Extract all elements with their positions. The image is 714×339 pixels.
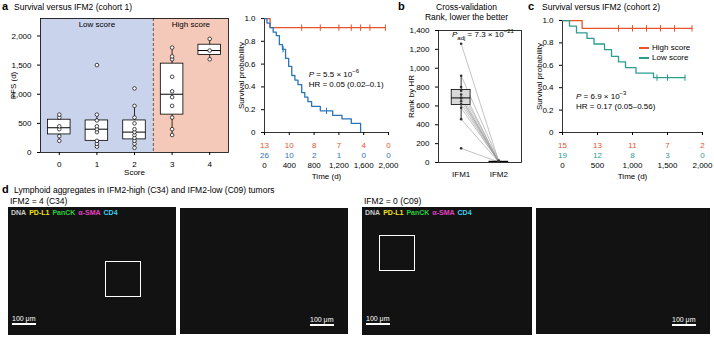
svg-text:0: 0 [386, 151, 391, 160]
svg-text:Survival probability: Survival probability [535, 43, 544, 110]
svg-text:0.6: 0.6 [244, 59, 256, 69]
svg-text:0.8: 0.8 [542, 38, 554, 48]
svg-text:1,500: 1,500 [11, 61, 32, 70]
html-text:Lymphoid aggregates in IFM2-hi: Lymphoid aggregates in IFM2-high (C34) a… [14, 185, 275, 195]
svg-text:1,200: 1,200 [329, 161, 350, 170]
html-text:Cross-validation: Cross-validation [436, 2, 497, 12]
svg-text:1,200: 1,200 [409, 45, 430, 54]
svg-text:0: 0 [262, 161, 267, 170]
html-text:Rank, lower the better: Rank, lower the better [424, 12, 509, 22]
svg-text:0: 0 [700, 151, 705, 160]
svg-text:400: 400 [283, 161, 297, 170]
svg-text:High score: High score [172, 20, 211, 29]
html-text:DNA PD-L1 PanCK α-SMA CD4: DNA PD-L1 PanCK α-SMA CD4 [365, 209, 472, 216]
svg-text:13: 13 [593, 141, 602, 150]
svg-text:500: 500 [591, 161, 605, 170]
svg-text:0.2: 0.2 [542, 105, 554, 115]
html-text:b: b [398, 0, 405, 12]
svg-text:0: 0 [361, 151, 366, 160]
svg-text:500: 500 [18, 119, 32, 128]
svg-text:3: 3 [665, 151, 670, 160]
svg-text:400: 400 [416, 120, 430, 129]
svg-text:0: 0 [425, 158, 430, 167]
svg-text:10: 10 [285, 151, 294, 160]
svg-text:1,000: 1,000 [11, 89, 32, 99]
svg-text:0: 0 [251, 128, 256, 137]
svg-text:2: 2 [700, 141, 705, 150]
html-text:HR = 0.17 (0.05–0.56): HR = 0.17 (0.05–0.56) [576, 101, 656, 111]
svg-text:4: 4 [207, 160, 212, 169]
svg-text:8: 8 [630, 151, 635, 160]
html-text:Low score: Low score [652, 52, 689, 62]
html-text:100 μm: 100 μm [12, 315, 36, 322]
html-text:c: c [528, 0, 535, 12]
svg-text:0: 0 [386, 141, 391, 150]
svg-text:1,000: 1,000 [409, 64, 430, 73]
svg-text:1: 1 [95, 160, 100, 169]
svg-text:0.2: 0.2 [244, 105, 256, 115]
svg-text:19: 19 [558, 151, 567, 160]
svg-text:600: 600 [416, 101, 430, 110]
svg-text:0.8: 0.8 [244, 36, 256, 46]
html-text:Padj= 7.3 × 10−21: Padj= 7.3 × 10−21 [452, 28, 514, 41]
html-text:IFM2 = 0 (C09): IFM2 = 0 (C09) [364, 196, 422, 206]
svg-text:11: 11 [628, 141, 637, 150]
html-text:100 μm: 100 μm [672, 316, 696, 323]
svg-text:1,000: 1,000 [622, 161, 643, 170]
svg-text:1: 1 [337, 151, 342, 160]
svg-text:12: 12 [593, 151, 602, 160]
svg-text:Low score: Low score [79, 20, 116, 29]
html-text:100 μm: 100 μm [366, 315, 390, 322]
svg-text:15: 15 [558, 141, 567, 150]
svg-text:1.0: 1.0 [244, 14, 256, 23]
svg-text:8: 8 [312, 141, 317, 150]
svg-text:4: 4 [361, 141, 366, 150]
svg-text:26: 26 [260, 151, 269, 160]
html-text:P = 6.9 × 10−3: P = 6.9 × 10−3 [576, 90, 627, 101]
html-text:a: a [2, 0, 9, 12]
svg-text:1.0: 1.0 [542, 16, 554, 25]
svg-text:2,000: 2,000 [11, 32, 32, 41]
svg-text:Survival probability: Survival probability [237, 42, 246, 109]
html-text:Survival versus IFM2 (cohort 1: Survival versus IFM2 (cohort 1) [14, 2, 133, 12]
svg-text:200: 200 [416, 139, 430, 148]
svg-text:0.4: 0.4 [244, 82, 256, 92]
svg-text:2: 2 [132, 160, 137, 170]
html-text:IFM2 = 4 (C34): IFM2 = 4 (C34) [10, 196, 68, 206]
svg-text:800: 800 [416, 83, 430, 92]
svg-text:2: 2 [312, 151, 317, 160]
svg-text:Rank by HR: Rank by HR [407, 75, 416, 118]
svg-text:1,500: 1,500 [657, 161, 678, 170]
svg-text:0.6: 0.6 [542, 60, 554, 70]
svg-text:1,600: 1,600 [354, 161, 375, 170]
svg-text:13: 13 [260, 141, 269, 150]
svg-text:Time (d): Time (d) [312, 172, 342, 181]
svg-text:2,000: 2,000 [378, 161, 399, 170]
html-text:DNA PD-L1 PanCK α-SMA CD4: DNA PD-L1 PanCK α-SMA CD4 [11, 209, 118, 216]
svg-text:0: 0 [560, 161, 565, 170]
svg-text:PFS (d): PFS (d) [9, 71, 18, 99]
svg-text:2,000: 2,000 [692, 161, 713, 170]
svg-text:7: 7 [665, 141, 670, 150]
svg-text:0: 0 [549, 128, 554, 137]
svg-text:IFM1: IFM1 [452, 170, 471, 179]
svg-text:10: 10 [285, 141, 294, 150]
svg-text:800: 800 [307, 161, 321, 170]
html-text:HR = 0.05 (0.02–0.1): HR = 0.05 (0.02–0.1) [308, 79, 384, 89]
svg-text:0: 0 [57, 160, 62, 169]
svg-text:0: 0 [27, 148, 32, 157]
svg-text:3: 3 [170, 160, 175, 169]
svg-text:Score: Score [124, 168, 145, 177]
html-text:100 μm: 100 μm [310, 316, 334, 323]
svg-text:IFM2: IFM2 [490, 170, 509, 179]
html-text:P = 5.5 × 10−6: P = 5.5 × 10−6 [308, 68, 360, 79]
html-text:Survival versus IFM2 (cohort 2: Survival versus IFM2 (cohort 2) [542, 2, 661, 12]
svg-text:7: 7 [337, 141, 342, 150]
html-text:High score: High score [652, 42, 691, 52]
svg-text:1,400: 1,400 [409, 26, 430, 35]
svg-text:Time (d): Time (d) [618, 172, 648, 181]
html-text:d: d [2, 183, 9, 195]
svg-text:0.4: 0.4 [542, 83, 554, 93]
